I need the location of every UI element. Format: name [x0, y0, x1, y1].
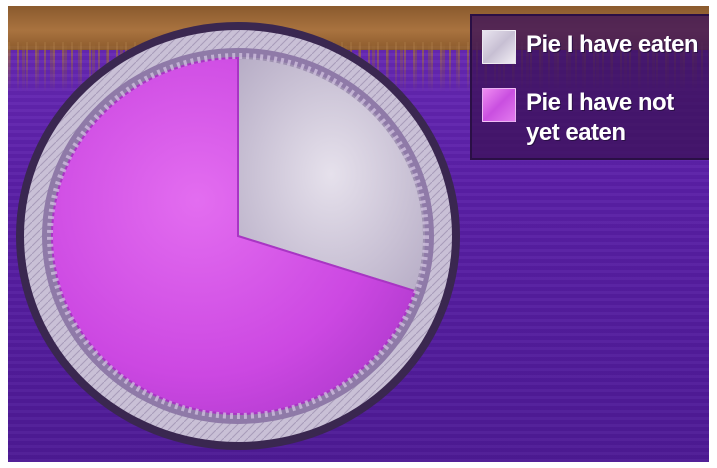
- pie-slices: [51, 56, 425, 415]
- pie-chart: [16, 22, 460, 450]
- photo-frame: Pie I have eaten Pie I have not yet eate…: [8, 6, 709, 462]
- crust-edge: [47, 53, 429, 419]
- legend-swatch-eaten: [482, 30, 516, 64]
- legend-label-not-eaten: Pie I have not yet eaten: [526, 89, 674, 146]
- legend-label-eaten: Pie I have eaten: [526, 31, 699, 58]
- legend: Pie I have eaten Pie I have not yet eate…: [470, 14, 709, 160]
- legend-swatch-not-eaten: [482, 88, 516, 122]
